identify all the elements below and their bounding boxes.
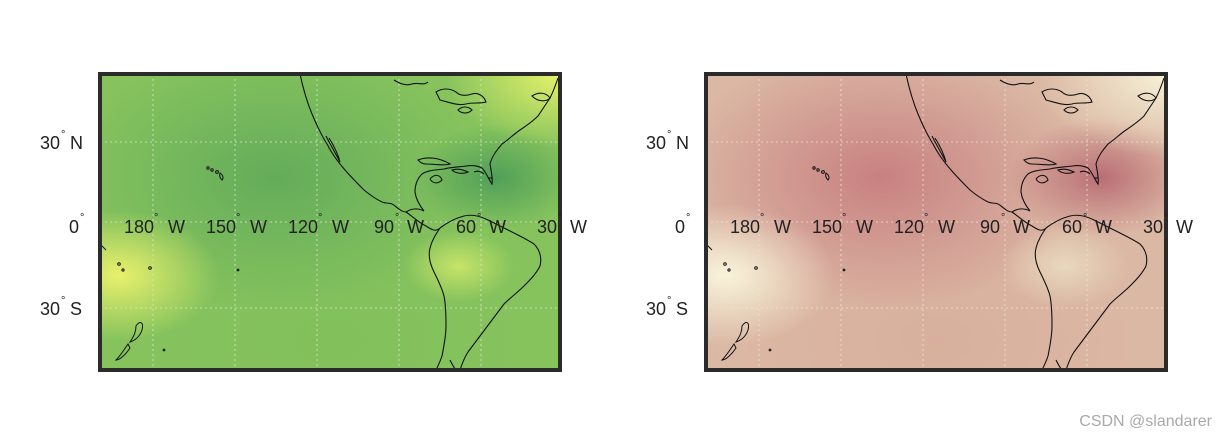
lon-hemi: W xyxy=(1176,217,1193,237)
right-map-lat-labels: 30 ° N 0 ° 30 ° S xyxy=(646,129,690,319)
degree-mark: ° xyxy=(61,129,65,141)
degree-mark: ° xyxy=(667,129,671,141)
degree-mark: ° xyxy=(80,212,84,224)
lon-hemi: W xyxy=(168,217,185,237)
lon-hemi: W xyxy=(332,217,349,237)
lat-label: 0 xyxy=(69,217,79,237)
lon-hemi: W xyxy=(570,217,587,237)
lon-label: 180 xyxy=(124,217,154,237)
left-map-lat-labels: 30 ° N 0 ° 30 ° S xyxy=(40,129,84,319)
degree-mark: ° xyxy=(760,212,764,224)
right-map-lon-labels: 180 ° W 150 ° W 120 ° W 90 ° W 60 ° W 30… xyxy=(730,212,1193,237)
degree-mark: ° xyxy=(236,212,240,224)
degree-mark: ° xyxy=(558,212,562,224)
lon-hemi: W xyxy=(250,217,267,237)
right-map-frame xyxy=(704,72,1168,372)
lat-hemi: N xyxy=(676,133,689,153)
lon-hemi: W xyxy=(1013,217,1030,237)
lon-label: 150 xyxy=(812,217,842,237)
watermark: CSDN @slandarer xyxy=(1079,413,1212,430)
left-map xyxy=(98,72,562,372)
degree-mark: ° xyxy=(686,212,690,224)
lon-hemi: W xyxy=(489,217,506,237)
lon-label: 90 xyxy=(980,217,1000,237)
lon-hemi: W xyxy=(407,217,424,237)
lat-hemi: S xyxy=(676,299,688,319)
lon-label: 30 xyxy=(537,217,557,237)
lon-label: 120 xyxy=(894,217,924,237)
degree-mark: ° xyxy=(477,212,481,224)
degree-mark: ° xyxy=(1164,212,1168,224)
lat-label: 0 xyxy=(675,217,685,237)
degree-mark: ° xyxy=(842,212,846,224)
lon-hemi: W xyxy=(856,217,873,237)
right-map-gridlines xyxy=(706,74,1166,370)
lat-hemi: S xyxy=(70,299,82,319)
lon-label: 180 xyxy=(730,217,760,237)
lon-hemi: W xyxy=(1095,217,1112,237)
lon-label: 90 xyxy=(374,217,394,237)
lon-label: 150 xyxy=(206,217,236,237)
lat-label: 30 xyxy=(40,133,60,153)
lon-label: 120 xyxy=(288,217,318,237)
lat-label: 30 xyxy=(646,299,666,319)
right-map xyxy=(704,72,1168,372)
degree-mark: ° xyxy=(318,212,322,224)
lat-label: 30 xyxy=(646,133,666,153)
degree-mark: ° xyxy=(154,212,158,224)
left-map-gridlines xyxy=(100,74,560,370)
degree-mark: ° xyxy=(1001,212,1005,224)
lon-hemi: W xyxy=(938,217,955,237)
left-map-lon-labels: 180 ° W 150 ° W 120 ° W 90 ° W 60 ° W 30… xyxy=(124,212,587,237)
degree-mark: ° xyxy=(61,295,65,307)
degree-mark: ° xyxy=(395,212,399,224)
lon-label: 60 xyxy=(1062,217,1082,237)
degree-mark: ° xyxy=(924,212,928,224)
lon-label: 30 xyxy=(1143,217,1163,237)
degree-mark: ° xyxy=(667,295,671,307)
degree-mark: ° xyxy=(1083,212,1087,224)
lon-label: 60 xyxy=(456,217,476,237)
left-map-frame xyxy=(98,72,562,372)
lat-label: 30 xyxy=(40,299,60,319)
lat-hemi: N xyxy=(70,133,83,153)
lon-hemi: W xyxy=(774,217,791,237)
